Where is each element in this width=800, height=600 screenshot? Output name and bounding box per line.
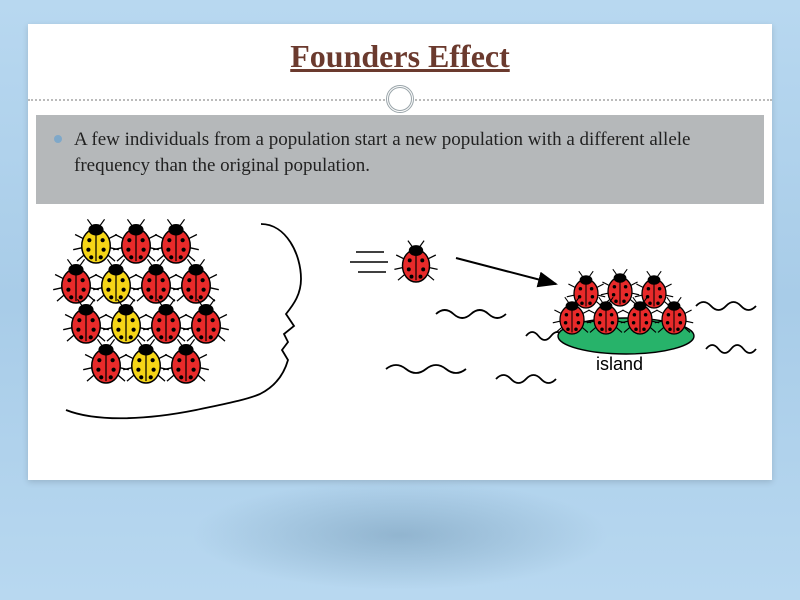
beetle-icon bbox=[394, 241, 437, 282]
beetle-icon bbox=[113, 220, 159, 264]
diagram-svg bbox=[36, 214, 764, 434]
beetle-icon bbox=[53, 260, 99, 304]
wave-icon bbox=[696, 302, 756, 310]
beetle-icon bbox=[123, 340, 169, 384]
divider-circle-icon bbox=[386, 85, 414, 113]
founders-effect-diagram: island bbox=[36, 214, 764, 434]
beetle-icon bbox=[103, 300, 149, 344]
island-label: island bbox=[596, 354, 643, 375]
beetle-icon bbox=[173, 260, 219, 304]
beetle-icon bbox=[63, 300, 109, 344]
beetle-icon bbox=[73, 220, 119, 264]
beetle-icon bbox=[163, 340, 209, 384]
bullet-icon bbox=[54, 135, 62, 143]
slide-title: Founders Effect bbox=[28, 24, 772, 85]
beetle-icon bbox=[93, 260, 139, 304]
wave-icon bbox=[436, 310, 506, 318]
beetle-icon bbox=[133, 260, 179, 304]
arrow-icon bbox=[456, 258, 556, 284]
slide-card: Founders Effect A few individuals from a… bbox=[28, 24, 772, 480]
slide-bottom-shadow bbox=[190, 480, 610, 590]
title-divider bbox=[28, 85, 772, 115]
beetle-icon bbox=[83, 340, 129, 384]
beetle-icon bbox=[601, 269, 639, 306]
beetle-icon bbox=[183, 300, 229, 344]
wave-icon bbox=[496, 375, 556, 383]
beetle-icon bbox=[153, 220, 199, 264]
wave-icon bbox=[706, 345, 756, 353]
wave-icon bbox=[386, 365, 466, 373]
definition-box: A few individuals from a population star… bbox=[36, 115, 764, 204]
definition-text: A few individuals from a population star… bbox=[74, 127, 746, 178]
beetle-icon bbox=[143, 300, 189, 344]
